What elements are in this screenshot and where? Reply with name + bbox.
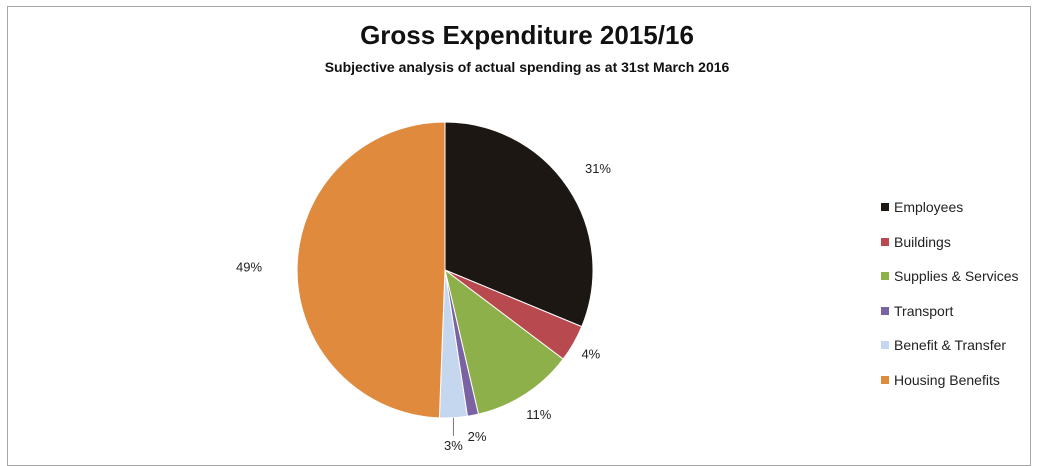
data-label-benefit-transfer: 3% (444, 438, 463, 453)
chart-subtitle: Subjective analysis of actual spending a… (324, 59, 730, 75)
legend-item-housing-benefits: Housing Benefits (881, 363, 1019, 398)
data-label-housing-benefits: 49% (236, 259, 262, 274)
pie-slice-supplies-services (444, 268, 564, 415)
legend-item-benefit-transfer: Benefit & Transfer (881, 328, 1019, 363)
legend-label-supplies-services: Supplies & Services (894, 268, 1019, 285)
data-label-extra-0: 2% (468, 429, 487, 444)
data-label-employees: 31% (585, 161, 611, 176)
legend-label-benefit-transfer: Benefit & Transfer (894, 337, 1007, 354)
legend-swatch-supplies-services (881, 272, 889, 281)
legend-label-employees: Employees (894, 199, 964, 216)
legend-label-buildings: Buildings (894, 233, 951, 250)
legend-item-buildings: Buildings (881, 225, 1019, 260)
data-label-supplies-services: 11% (526, 407, 551, 422)
legend-swatch-buildings (881, 237, 889, 246)
pie-slice-employees (444, 121, 594, 328)
legend-label-transport: Transport (894, 302, 954, 319)
chart-title: Gross Expenditure 2015/16 (360, 20, 694, 50)
legend-item-supplies-services: Supplies & Services (881, 259, 1019, 294)
legend-item-transport: Transport (881, 294, 1019, 329)
data-label-buildings: 4% (581, 346, 600, 361)
pie-slice-housing-benefits (296, 121, 446, 419)
legend-item-employees: Employees (881, 190, 1019, 225)
legend-swatch-employees (881, 203, 889, 212)
legend-label-housing-benefits: Housing Benefits (894, 371, 1000, 388)
legend-swatch-benefit-transfer (881, 341, 889, 350)
legend-swatch-housing-benefits (881, 375, 889, 384)
chart-legend: Employees Buildings Supplies & Services Tra… (881, 190, 1019, 397)
legend-swatch-transport (881, 306, 889, 315)
